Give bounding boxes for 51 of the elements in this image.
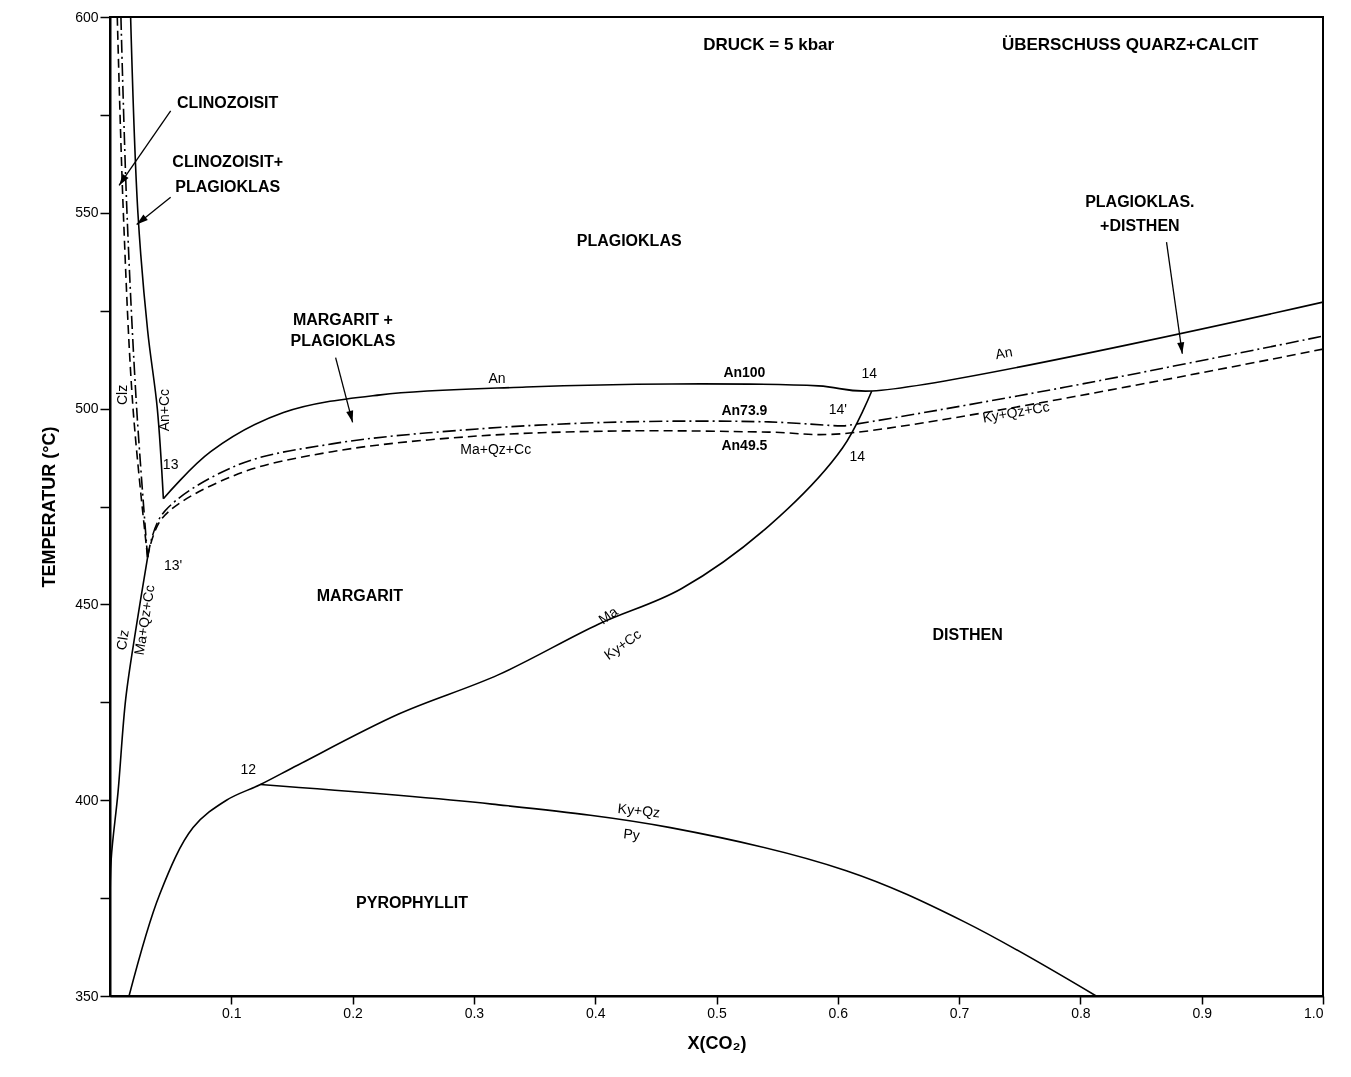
annotation: MARGARIT: [316, 587, 404, 605]
x-tick-label: 0.8: [1071, 1004, 1091, 1021]
annotation: DISTHEN: [932, 625, 1003, 643]
annotation: PLAGIOKLAS: [290, 331, 396, 349]
annotation: ÜBERSCHUSS QUARZ+CALCIT: [1001, 35, 1259, 55]
annotation: Clz: [114, 384, 131, 406]
annotation: Clz: [112, 628, 132, 652]
annotation: Ma+Qz+Cc: [460, 440, 532, 457]
annotation: Py: [622, 825, 641, 843]
annotation: 14: [849, 448, 866, 465]
annotation: An73.9: [721, 401, 768, 418]
x-axis-title: X(CO₂): [687, 1032, 747, 1053]
annotation: MARGARIT +: [292, 311, 393, 329]
annotation: An100: [723, 363, 766, 380]
x-tick-label: 0.4: [585, 1004, 606, 1021]
annotation: PLAGIOKLAS.: [1085, 192, 1195, 210]
x-tick-label: 0.7: [949, 1004, 970, 1021]
y-tick-label: 500: [75, 400, 99, 417]
annotation: PYROPHYLLIT: [356, 894, 469, 912]
x-tick-label: 0.2: [343, 1004, 364, 1021]
x-tick-label: 0.6: [828, 1004, 849, 1021]
y-tick-label: 400: [75, 791, 99, 808]
annotation: 14: [861, 365, 878, 382]
annotation: DRUCK = 5 kbar: [703, 35, 835, 55]
annotation: CLINOZOISIT: [177, 94, 279, 112]
annotation: PLAGIOKLAS: [175, 177, 281, 195]
x-tick-label: 0.9: [1192, 1004, 1213, 1021]
annotation: An: [993, 343, 1014, 363]
annotation: 14': [828, 401, 847, 418]
y-tick-label: 450: [75, 595, 99, 612]
y-tick-label: 600: [75, 8, 99, 25]
annotation: Ky+Qz+Cc: [981, 398, 1051, 426]
x-tick-label: 0.1: [222, 1004, 242, 1021]
y-tick-label: 550: [75, 204, 99, 221]
annotation: PLAGIOKLAS: [576, 232, 682, 249]
annotation: 12: [240, 761, 257, 778]
annotation: 13: [162, 455, 179, 472]
x-tick-label: 0.5: [707, 1004, 727, 1021]
annotation: An+Cc: [155, 388, 172, 432]
annotation: Ma: [595, 603, 621, 628]
y-axis-title: TEMPERATUR (°C): [39, 426, 60, 588]
annotation: 13': [163, 557, 183, 574]
annotation: Ky+Qz: [617, 800, 661, 821]
y-tick-label: 350: [75, 987, 99, 1004]
annotation: An: [488, 370, 506, 387]
annotation: CLINOZOISIT+: [172, 152, 283, 170]
annotation: An49.5: [721, 437, 768, 454]
annotation: Ma+Qz+Cc: [130, 583, 158, 657]
annotation: +DISTHEN: [1100, 217, 1180, 235]
x-tick-label: 1.0: [1304, 1004, 1324, 1021]
x-tick-label: 0.3: [464, 1004, 485, 1021]
